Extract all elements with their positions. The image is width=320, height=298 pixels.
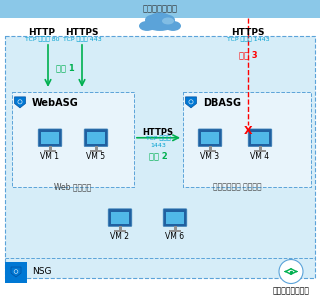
Text: 1443: 1443 xyxy=(150,143,166,148)
Polygon shape xyxy=(11,267,21,277)
Ellipse shape xyxy=(150,13,170,24)
Bar xyxy=(173,226,177,229)
Text: TCP ポート: TCP ポート xyxy=(146,136,170,141)
Text: HTTPS: HTTPS xyxy=(142,128,173,137)
Text: DBASG: DBASG xyxy=(203,98,241,108)
Text: 規則 3: 規則 3 xyxy=(239,50,257,59)
Text: TCP ポート 80: TCP ポート 80 xyxy=(25,36,59,41)
Text: HTTP: HTTP xyxy=(28,28,55,37)
Text: VM 3: VM 3 xyxy=(200,152,220,161)
Text: VM 4: VM 4 xyxy=(251,152,269,161)
Circle shape xyxy=(189,100,193,104)
Text: 規則 2: 規則 2 xyxy=(148,152,167,161)
Text: X: X xyxy=(244,126,252,136)
Text: TCP ポート 443: TCP ポート 443 xyxy=(63,36,101,41)
FancyBboxPatch shape xyxy=(248,129,272,147)
Bar xyxy=(169,229,181,232)
Ellipse shape xyxy=(162,18,174,24)
Text: Web サーバー: Web サーバー xyxy=(54,183,92,192)
Text: VM 5: VM 5 xyxy=(86,152,106,161)
Circle shape xyxy=(18,100,22,104)
Bar xyxy=(12,92,134,187)
Text: VM 1: VM 1 xyxy=(41,152,60,161)
Text: HTTPS: HTTPS xyxy=(65,28,99,37)
Polygon shape xyxy=(186,97,196,108)
Ellipse shape xyxy=(145,17,175,31)
Text: 付想ネットワーク: 付想ネットワーク xyxy=(273,286,309,296)
Bar xyxy=(111,212,129,224)
FancyBboxPatch shape xyxy=(163,209,187,226)
FancyBboxPatch shape xyxy=(198,129,222,147)
Ellipse shape xyxy=(165,21,181,31)
Circle shape xyxy=(14,270,18,273)
Bar xyxy=(0,0,320,18)
Text: データベース サーバー: データベース サーバー xyxy=(213,183,261,192)
Text: WebASG: WebASG xyxy=(32,98,79,108)
Text: VM 6: VM 6 xyxy=(165,232,185,240)
Text: VM 2: VM 2 xyxy=(110,232,130,240)
Bar xyxy=(183,92,311,187)
Text: NSG: NSG xyxy=(32,267,52,276)
Bar xyxy=(114,229,126,232)
Ellipse shape xyxy=(139,21,155,31)
Bar xyxy=(41,132,59,144)
Text: TCP ポート 1443: TCP ポート 1443 xyxy=(227,36,269,41)
Circle shape xyxy=(18,100,22,104)
FancyBboxPatch shape xyxy=(38,129,62,147)
Circle shape xyxy=(279,260,303,283)
Polygon shape xyxy=(14,97,26,108)
Bar xyxy=(44,150,56,152)
Bar xyxy=(166,212,184,224)
Bar xyxy=(90,150,102,152)
Text: HTTPS: HTTPS xyxy=(231,28,265,37)
Bar xyxy=(201,132,219,144)
Bar xyxy=(254,150,266,152)
Bar xyxy=(209,146,212,150)
Bar xyxy=(49,146,52,150)
Bar xyxy=(94,146,98,150)
Text: 規則 1: 規則 1 xyxy=(56,63,74,72)
FancyBboxPatch shape xyxy=(84,129,108,147)
Bar xyxy=(87,132,105,144)
Bar xyxy=(204,150,216,152)
Circle shape xyxy=(14,269,18,274)
Bar xyxy=(5,262,27,283)
Text: インターネット: インターネット xyxy=(142,4,178,13)
Bar xyxy=(259,146,261,150)
Bar xyxy=(5,36,315,277)
Ellipse shape xyxy=(157,15,175,25)
Bar xyxy=(118,226,122,229)
Circle shape xyxy=(188,100,193,104)
Ellipse shape xyxy=(145,15,163,25)
FancyBboxPatch shape xyxy=(108,209,132,226)
Bar xyxy=(251,132,269,144)
